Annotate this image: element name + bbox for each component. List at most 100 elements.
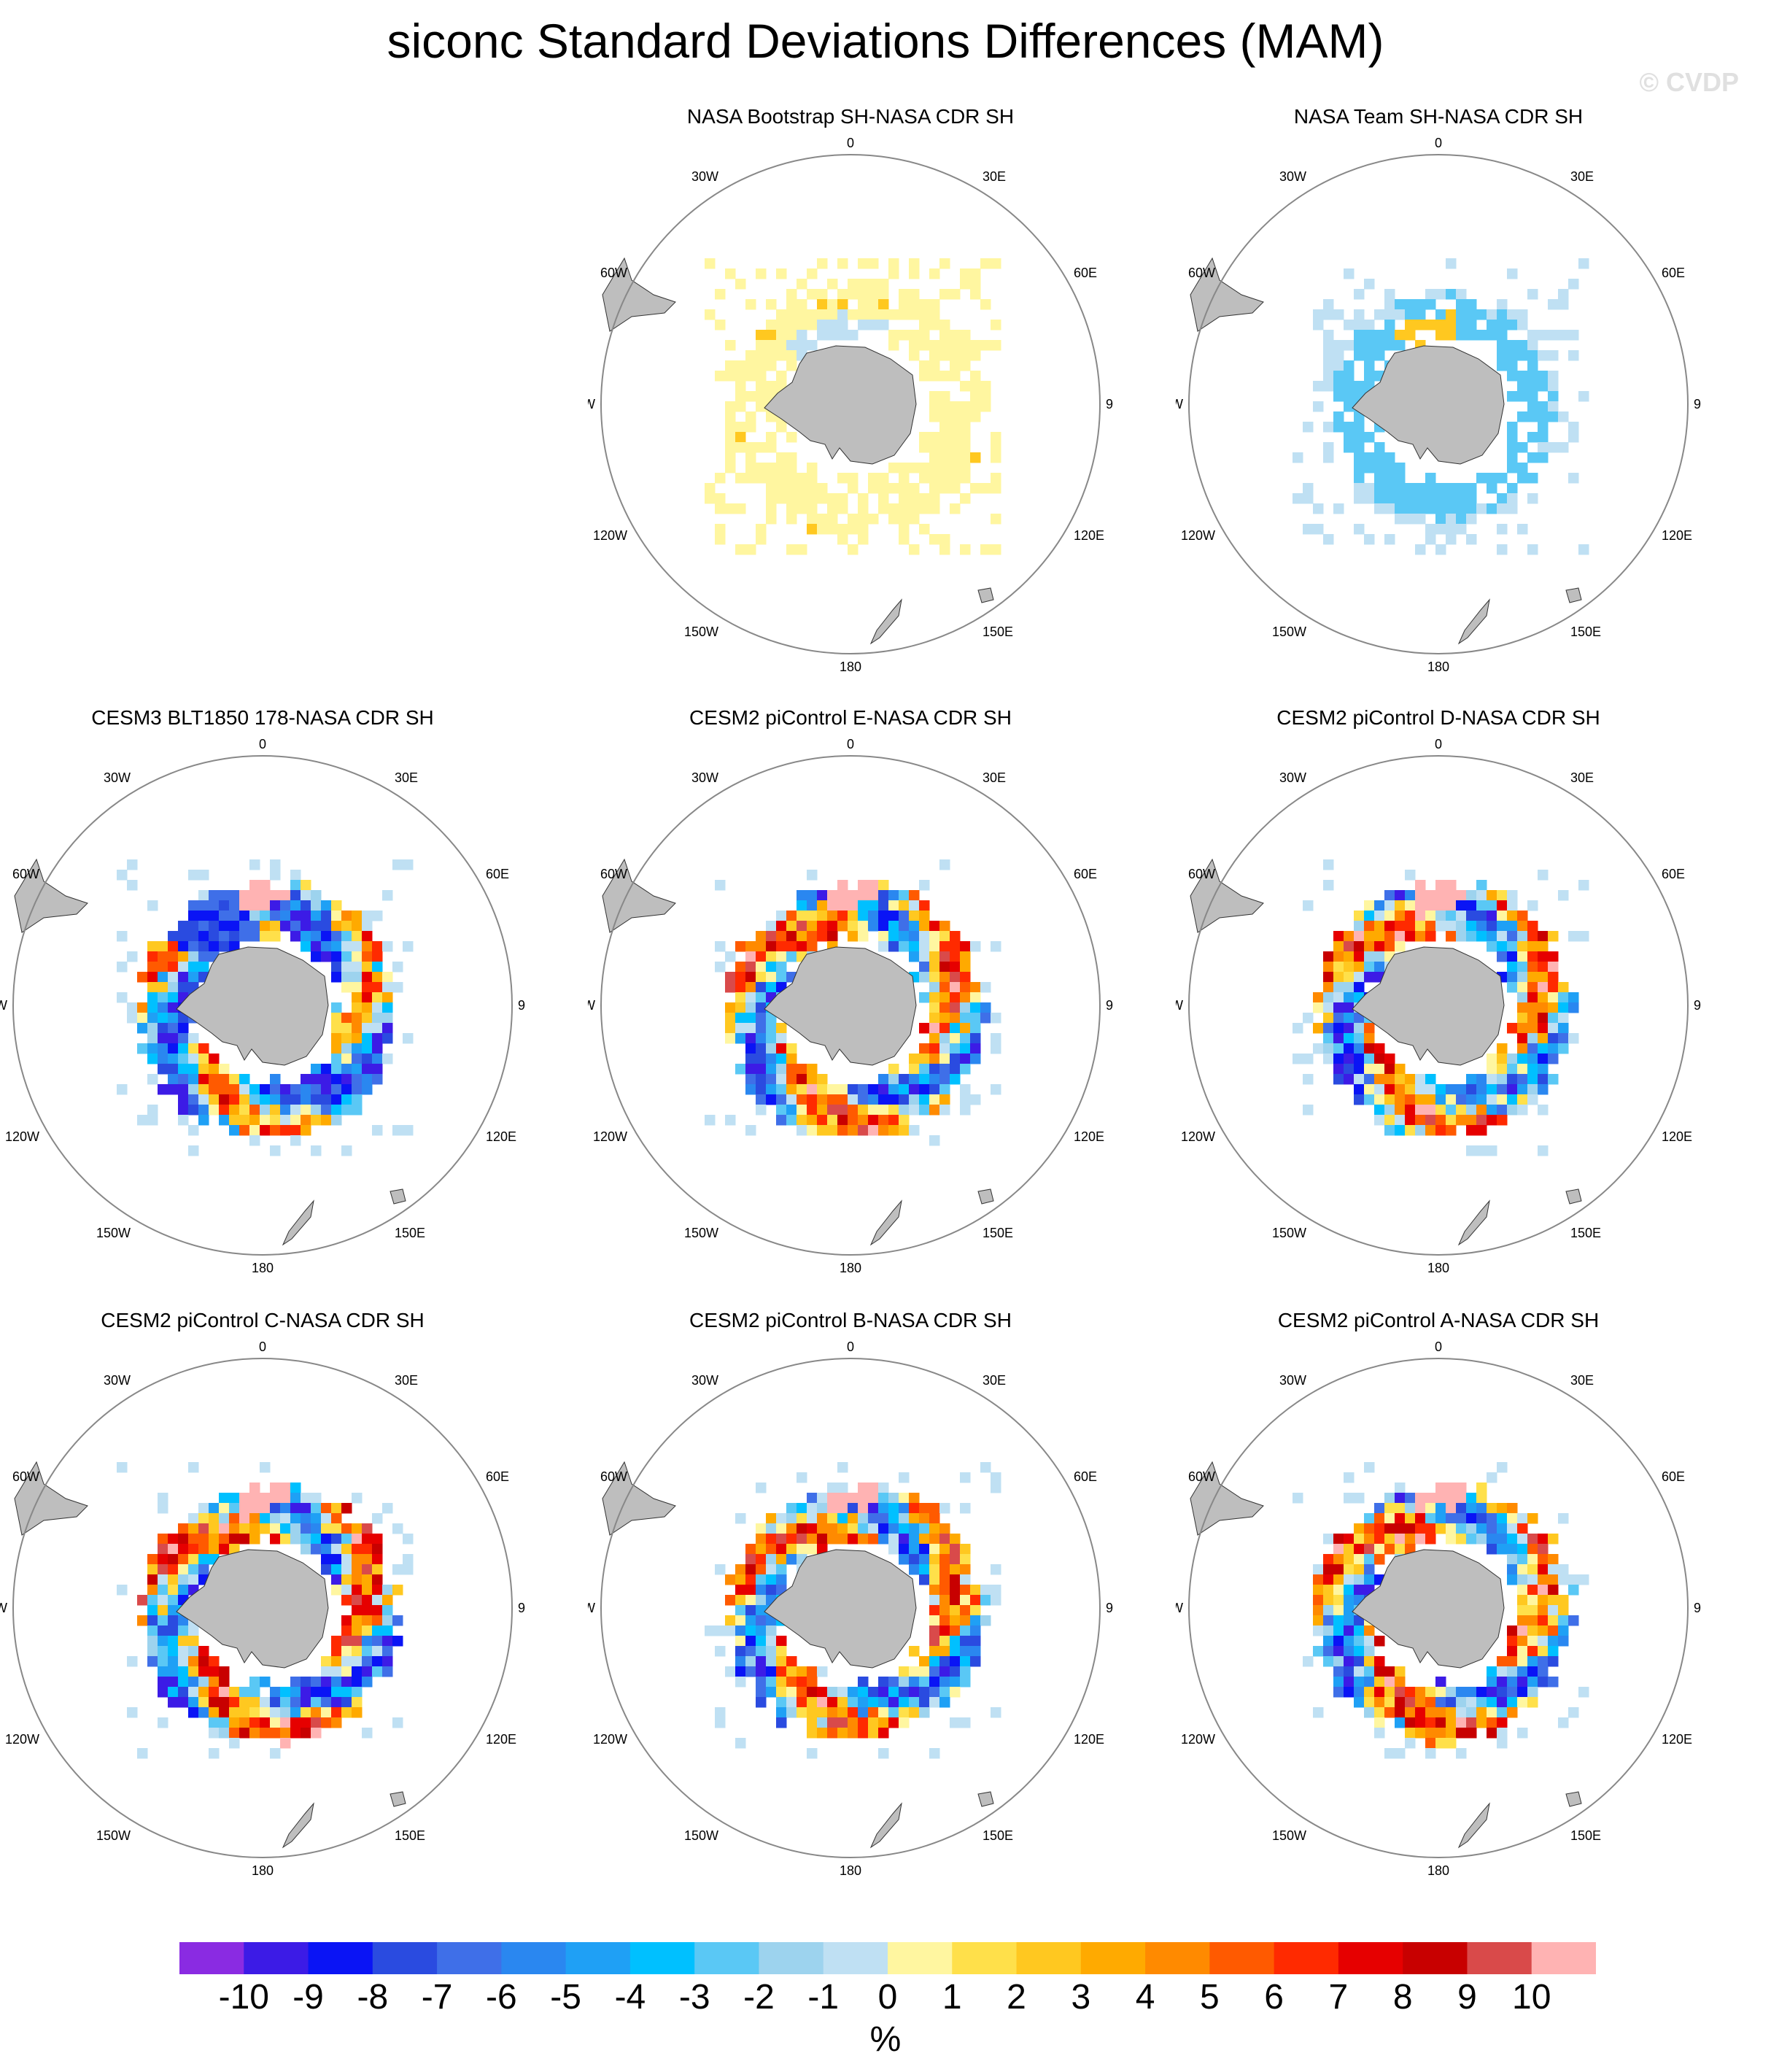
sea-ice-cell [766,1677,777,1688]
colorbar-tick-label: 0 [877,1978,898,2017]
sea-ice-cell [960,1585,971,1596]
sea-ice-cell [331,1677,342,1688]
sea-ice-cell [1374,483,1385,494]
sea-ice-cell [137,1013,148,1024]
sea-ice-cell [239,1717,250,1728]
sea-ice-cell [1313,992,1324,1003]
sea-ice-cell [1538,1064,1549,1075]
sea-ice-cell [950,463,961,473]
sea-ice-cell [1323,381,1334,392]
sea-ice-cell [939,1064,950,1075]
sea-ice-cell [249,1503,260,1514]
sea-ice-cell [127,951,138,962]
sea-ice-cell [198,1064,209,1075]
sea-ice-cell [1425,289,1436,300]
sea-ice-cell [219,1074,230,1085]
sea-ice-cell [817,1493,828,1504]
sea-ice-cell [229,1084,240,1095]
sea-ice-cell [960,422,971,433]
sea-ice-cell [1323,299,1334,310]
sea-ice-cell [270,1513,281,1524]
sea-ice-cell [1548,371,1559,382]
sea-ice-cell [392,1564,403,1575]
sea-ice-cell [352,1493,363,1504]
sea-ice-cell [1344,941,1355,952]
sea-ice-cell [1384,452,1395,463]
sea-ice-cell [786,330,797,341]
sea-ice-cell [776,1646,787,1657]
sea-ice-cell [239,1687,250,1698]
sea-ice-cell [1354,921,1365,932]
sea-ice-cell [1364,911,1375,921]
sea-ice-cell [1466,330,1477,341]
sea-ice-cell [1548,1574,1559,1585]
sea-ice-cell [909,544,920,555]
sea-ice-cell [1364,1033,1375,1044]
sea-ice-cell [341,1064,352,1075]
sea-ice-cell [1507,1094,1518,1105]
sea-ice-cell [147,941,158,952]
sea-ice-cell [756,1023,767,1034]
sea-ice-cell [929,1084,940,1095]
sea-ice-cell [980,483,991,494]
colorbar-tick-label: 6 [1264,1978,1284,2017]
sea-ice-cell [1333,309,1344,320]
sea-ice-cell [837,524,848,535]
sea-ice-cell [1435,309,1446,320]
sea-ice-cell [1558,442,1569,453]
sea-ice-cell [1507,1074,1518,1085]
sea-ice-cell [1384,503,1395,514]
sea-ice-cell [1538,1666,1549,1677]
sea-ice-cell [1384,1115,1395,1126]
longitude-label-ul30: 30W [104,1373,131,1388]
sea-ice-cell [786,1697,797,1708]
sea-ice-cell [878,1513,889,1524]
sea-ice-cell [1364,493,1375,504]
sea-ice-cell [970,350,981,361]
sea-ice-cell [301,1105,311,1116]
sea-ice-cell [1497,1717,1508,1728]
sea-ice-cell [776,941,787,952]
sea-ice-cell [1364,1656,1375,1667]
map-panel: NASA Team SH-NASA CDR SH018090W90E30W30E… [1176,105,1701,674]
sea-ice-cell [827,931,838,942]
sea-ice-cell [776,1064,787,1075]
sea-ice-cell [735,1656,746,1667]
sea-ice-cell [970,289,981,300]
sea-ice-cell [725,1666,736,1677]
sea-ice-cell [158,1605,168,1616]
sea-ice-cell [919,1554,930,1565]
sea-ice-cell [756,951,767,962]
sea-ice-cell [1435,1728,1446,1739]
sea-ice-cell [735,381,746,392]
sea-ice-cell [766,1646,777,1657]
sea-ice-cell [239,911,250,921]
sea-ice-cell [1384,340,1395,351]
sea-ice-cell [848,1493,859,1504]
sea-ice-cell [372,1646,383,1657]
sea-ice-cell [372,1043,383,1054]
sea-ice-cell [188,1125,199,1136]
sea-ice-cell [321,900,332,911]
sea-ice-cell [1507,360,1518,371]
sea-ice-cell [807,514,818,525]
sea-ice-cell [209,1717,220,1728]
sea-ice-cell [929,411,940,422]
sea-ice-cell [1384,1707,1395,1718]
sea-ice-cell [939,982,950,993]
sea-ice-cell [1364,463,1375,473]
sea-ice-cell [1476,473,1487,484]
sea-ice-cell [929,1135,940,1146]
sea-ice-cell [1466,483,1477,494]
sea-ice-cell [745,463,756,473]
sea-ice-cell [848,1534,859,1545]
sea-ice-cell [392,1717,403,1728]
sea-ice-cell [899,1687,910,1698]
sea-ice-cell [331,1646,342,1657]
sea-ice-cell [776,1554,787,1565]
sea-ice-cell [960,473,971,484]
sea-ice-cell [868,880,879,891]
sea-ice-cell [1374,1697,1385,1708]
sea-ice-cell [1456,900,1467,911]
sea-ice-cell [372,1554,383,1565]
